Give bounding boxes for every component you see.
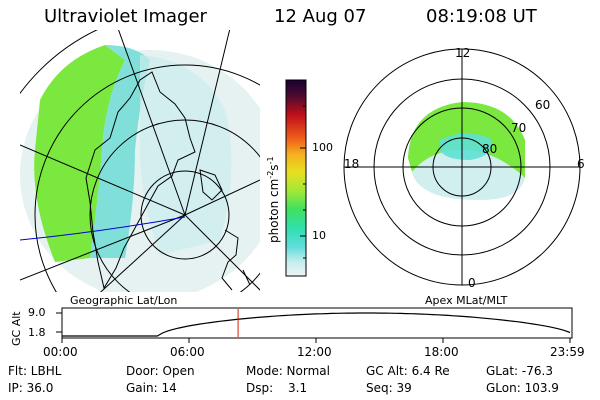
mlt-label-18: 18 (344, 157, 360, 171)
geo-auroral-cyan (90, 45, 150, 258)
geo-meridian (20, 144, 186, 216)
mlt-label-12: 12 (455, 46, 471, 60)
mlat-label-60: 60 (535, 98, 551, 112)
geo-lat-circle (140, 170, 230, 260)
altitude-curve (62, 312, 571, 337)
colorbar-unit: photon cm-2s-1 (266, 156, 281, 243)
altitude-ytick-label: 1.8 (28, 326, 46, 339)
mlat-label-80: 80 (482, 142, 498, 156)
time-tick-label: 06:00 (170, 345, 205, 359)
geo-meridian (184, 214, 260, 291)
geo-coastline-east (199, 169, 251, 291)
mlt-label-0: 0 (468, 276, 476, 290)
time-label: 08:19:08 UT (426, 6, 537, 27)
polar-panel-label: Apex MLat/MLT (425, 294, 508, 307)
mlat-label-70: 70 (511, 121, 527, 135)
date-label: 12 Aug 07 (274, 6, 367, 27)
geo-meridian (100, 214, 186, 292)
colorbar-label-10: 10 (312, 229, 326, 242)
geo-auroral-oval (34, 45, 125, 262)
geo-meridian (20, 214, 186, 281)
time-tick-label: 00:00 (43, 345, 78, 359)
gain-status: Gain: 14 (126, 381, 177, 395)
altitude-frame (61, 307, 573, 339)
instrument-title: Ultraviolet Imager (44, 6, 207, 27)
filter-status: Flt: LBHL (8, 364, 62, 378)
time-tick-label: 18:00 (424, 345, 459, 359)
geo-image (20, 30, 260, 292)
satellite-track (20, 216, 186, 241)
geo-coastline (85, 71, 196, 290)
dsp-value: 3.1 (288, 381, 308, 395)
geo-lat-circle (34, 64, 260, 292)
glat-status: GLat: -76.3 (486, 364, 553, 378)
altitude-ylabel: GC Alt (10, 311, 23, 346)
colorbar (285, 79, 307, 277)
geo-diffuse-patch (140, 55, 232, 255)
altitude-plot (56, 307, 573, 343)
geo-panel-label: Geographic Lat/Lon (70, 294, 178, 307)
altitude-ytick-label: 9.0 (28, 306, 46, 319)
polar-plot (343, 48, 581, 286)
geo-meridian (118, 30, 186, 216)
door-status: Door: Open (126, 364, 195, 378)
colorbar-label-100: 100 (312, 141, 333, 154)
polar-diffuse (412, 150, 525, 200)
geo-meridian (184, 179, 260, 216)
geo-meridian (184, 30, 231, 216)
seq-status: Seq: 39 (366, 381, 412, 395)
mlt-label-6: 6 (577, 157, 585, 171)
dsp-label: Dsp: (246, 381, 274, 395)
time-tick-label: 12:00 (297, 345, 332, 359)
gc-alt-status: GC Alt: 6.4 Re (366, 364, 450, 378)
polar-cyan-region (440, 133, 492, 160)
mode-status: Mode: Normal (246, 364, 330, 378)
time-tick-label: 23:59 (550, 345, 585, 359)
glon-status: GLon: 103.9 (486, 381, 559, 395)
ip-status: IP: 36.0 (8, 381, 54, 395)
